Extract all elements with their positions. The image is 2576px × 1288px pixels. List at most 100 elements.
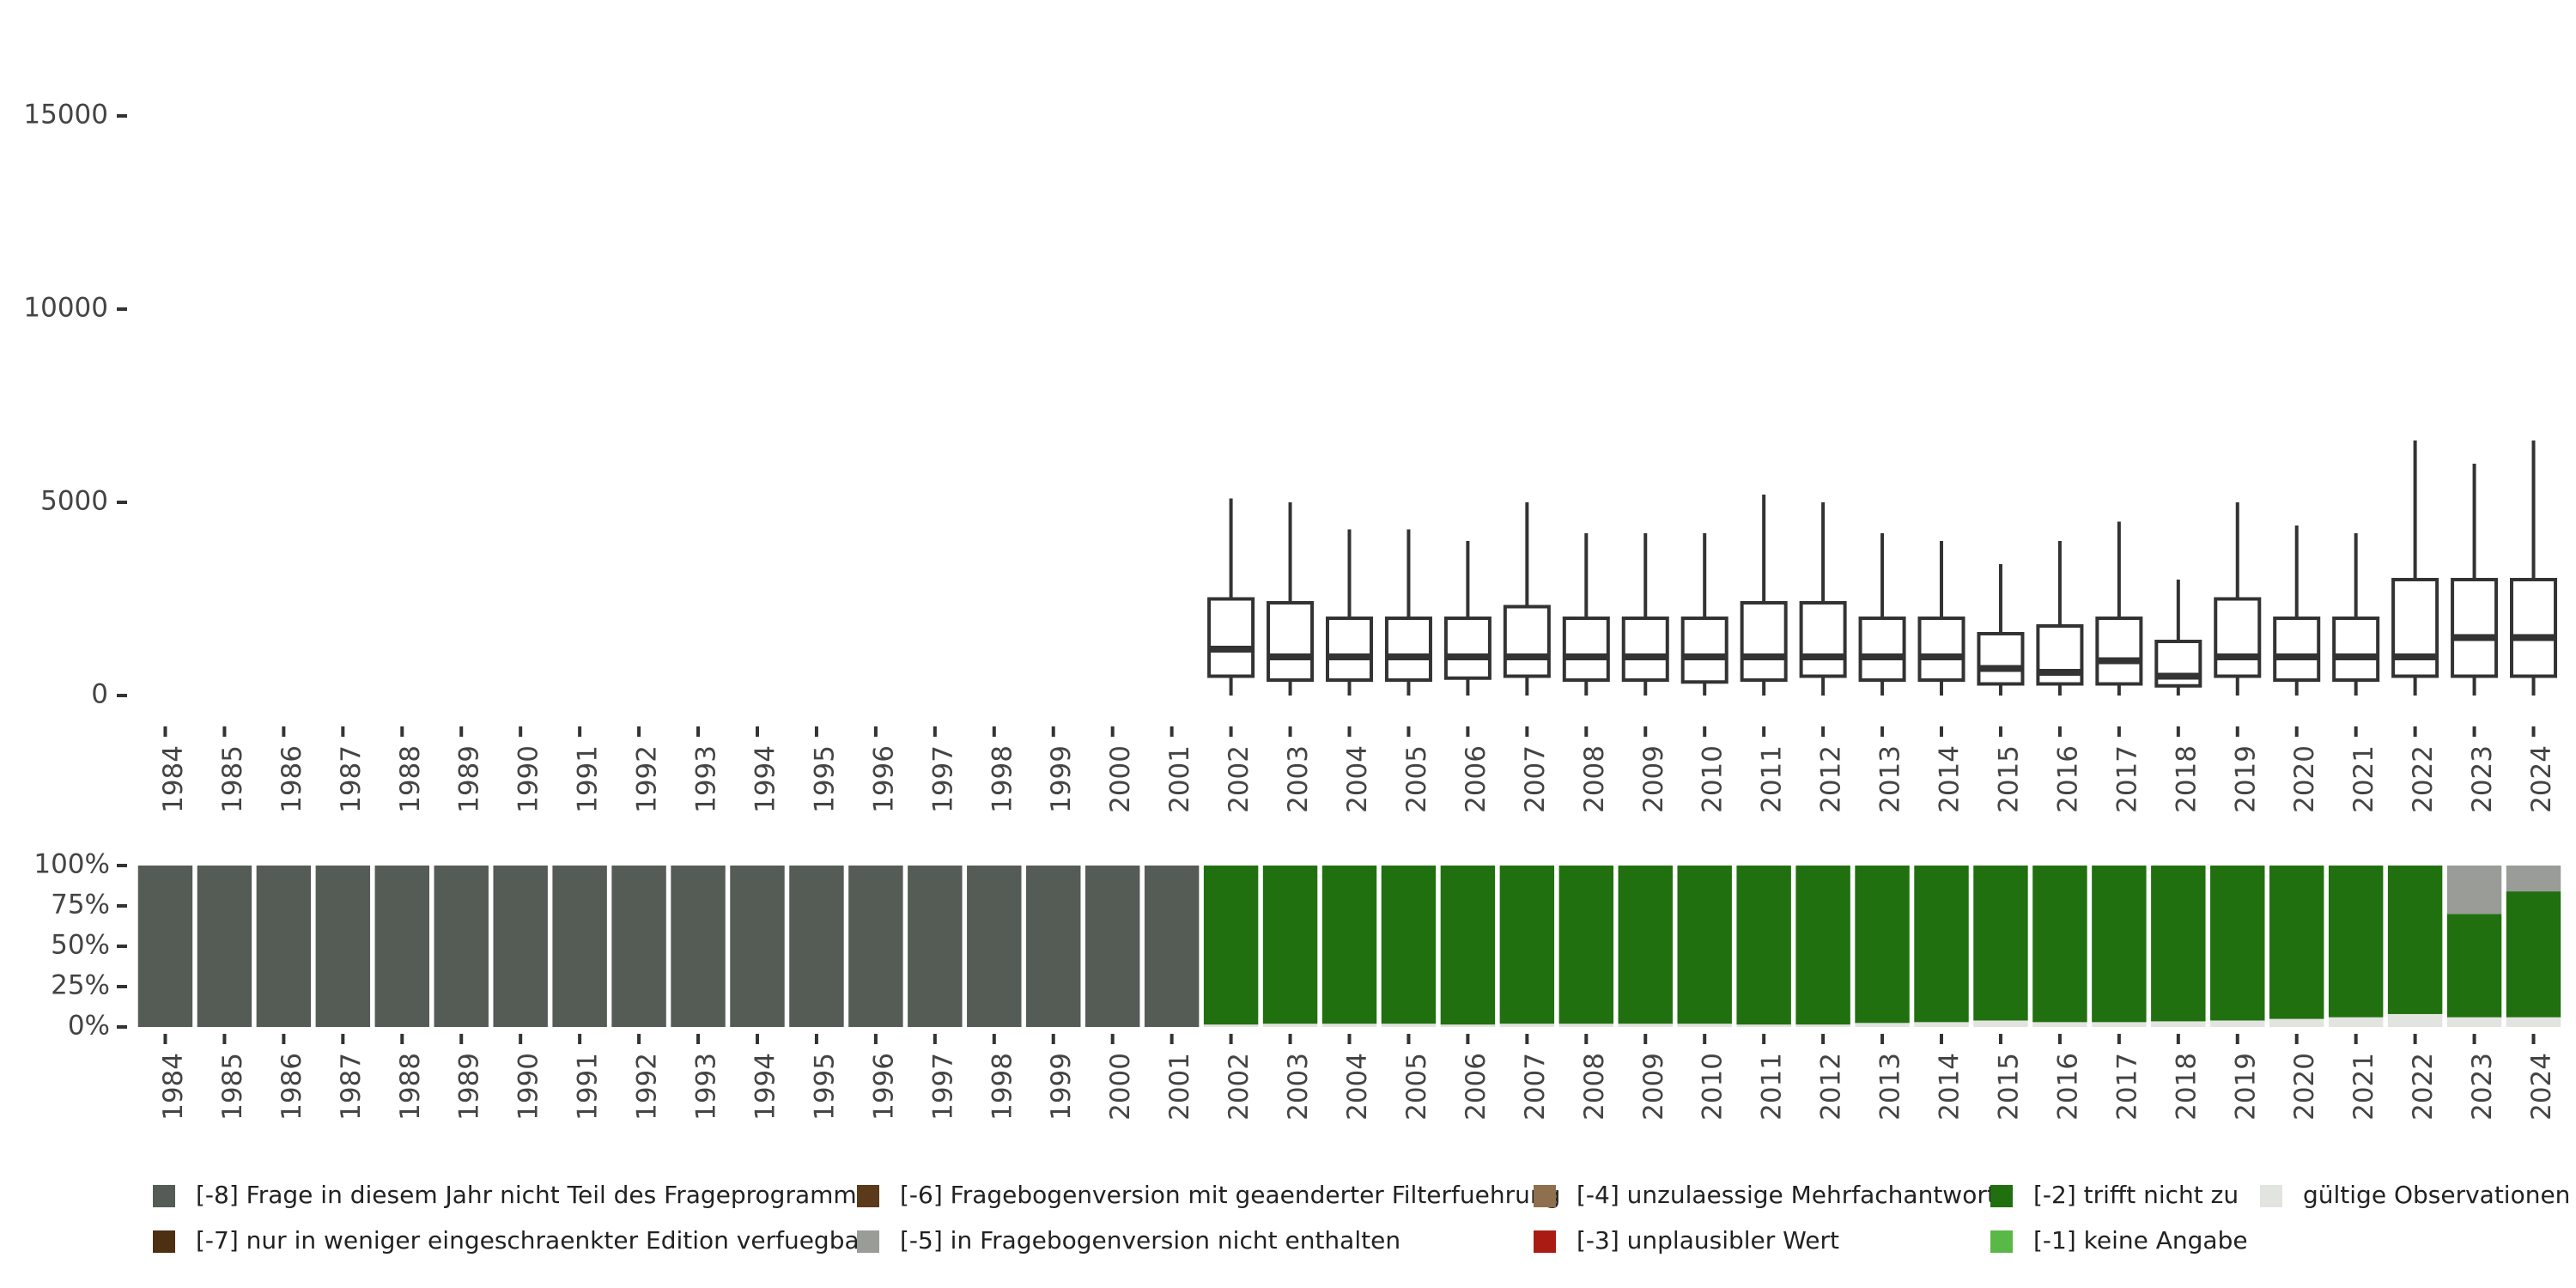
bar-segment bbox=[2446, 1017, 2502, 1027]
legend-swatch bbox=[153, 1185, 175, 1207]
bar-segment bbox=[374, 866, 429, 1027]
x-tick-label: 2013 bbox=[1875, 1053, 1906, 1121]
legend-swatch bbox=[857, 1230, 879, 1253]
bar-segment bbox=[2506, 1017, 2561, 1027]
x-tick-label: 2011 bbox=[1757, 1053, 1788, 1121]
x-tick-label: 1999 bbox=[1046, 1053, 1077, 1121]
bar-segment bbox=[2506, 891, 2561, 1018]
bar-segment bbox=[2387, 1013, 2443, 1027]
bar-segment bbox=[671, 866, 726, 1027]
x-tick-label: 2005 bbox=[1401, 745, 1432, 813]
bar-segment bbox=[2269, 1018, 2324, 1027]
legend: [-8] Frage in diesem Jahr nicht Teil des… bbox=[153, 1181, 2570, 1255]
y-tick-label: 75% bbox=[51, 890, 110, 920]
x-tick-label: 2023 bbox=[2467, 745, 2498, 813]
x-tick-label: 2003 bbox=[1283, 745, 1314, 813]
x-tick-label: 2008 bbox=[1579, 745, 1610, 813]
x-tick-label: 2018 bbox=[2171, 745, 2202, 813]
bar-segment bbox=[730, 866, 785, 1027]
x-tick-label: 2013 bbox=[1875, 745, 1906, 813]
x-tick-label: 1992 bbox=[632, 1053, 663, 1121]
box bbox=[1740, 601, 1788, 682]
bar-segment bbox=[1973, 866, 2028, 1021]
x-tick-label: 2019 bbox=[2230, 1053, 2261, 1121]
x-tick-label: 1995 bbox=[809, 745, 840, 813]
x-tick-label: 2022 bbox=[2408, 745, 2439, 813]
bar-segment bbox=[1677, 866, 1732, 1024]
y-tick-label: 50% bbox=[51, 930, 110, 961]
legend-swatch bbox=[1990, 1185, 2013, 1207]
x-tick-label: 2016 bbox=[2052, 1053, 2083, 1121]
x-tick-label: 2023 bbox=[2467, 1053, 2498, 1121]
bar-segment bbox=[2032, 866, 2087, 1023]
x-tick-label: 2024 bbox=[2526, 1053, 2557, 1121]
x-tick-label: 2005 bbox=[1401, 1053, 1432, 1121]
box bbox=[1267, 601, 1315, 682]
bar-segment bbox=[1914, 866, 1969, 1023]
x-tick-label: 1991 bbox=[573, 745, 604, 813]
x-tick-label: 2016 bbox=[2052, 745, 2083, 813]
box bbox=[1917, 617, 1965, 682]
x-tick-label: 1984 bbox=[158, 745, 189, 813]
legend-label: [-1] keine Angabe bbox=[2033, 1226, 2248, 1255]
bar-segment bbox=[552, 866, 607, 1027]
bar-segment bbox=[2269, 866, 2324, 1019]
x-tick-label: 2017 bbox=[2111, 745, 2142, 813]
x-tick-label: 1990 bbox=[513, 1053, 544, 1121]
x-tick-label: 2018 bbox=[2171, 1053, 2202, 1121]
x-tick-label: 2021 bbox=[2348, 1053, 2379, 1121]
x-tick-label: 2015 bbox=[1993, 745, 2024, 813]
x-tick-label: 1989 bbox=[454, 745, 485, 813]
x-tick-label: 2012 bbox=[1816, 745, 1847, 813]
x-tick-label: 2015 bbox=[1993, 1053, 2024, 1121]
bar-segment bbox=[1558, 1024, 1614, 1027]
box bbox=[2391, 578, 2439, 678]
bar-segment bbox=[1558, 866, 1614, 1024]
box bbox=[1977, 632, 2025, 686]
bar-segment bbox=[1855, 866, 1910, 1024]
x-tick-label: 2010 bbox=[1698, 1053, 1728, 1121]
bar-segment bbox=[1855, 1023, 1910, 1027]
x-tick-label: 1990 bbox=[513, 745, 544, 813]
x-tick-label: 1994 bbox=[750, 1053, 781, 1121]
bar-segment bbox=[1914, 1022, 1969, 1027]
x-tick-label: 2009 bbox=[1638, 745, 1669, 813]
x-tick-label: 2002 bbox=[1224, 1053, 1255, 1121]
legend-swatch bbox=[857, 1185, 879, 1207]
x-tick-label: 1985 bbox=[217, 1053, 248, 1121]
x-tick-label: 2010 bbox=[1698, 745, 1728, 813]
box bbox=[1799, 601, 1847, 678]
bar-segment bbox=[1618, 866, 1673, 1024]
y-tick-label: 0% bbox=[68, 1011, 110, 1042]
box bbox=[2095, 617, 2143, 686]
legend-label: gültige Observationen bbox=[2303, 1181, 2570, 1209]
x-tick-label: 2012 bbox=[1816, 1053, 1847, 1121]
bar-segment bbox=[1618, 1024, 1673, 1027]
x-tick-label: 2009 bbox=[1638, 1053, 1669, 1121]
x-tick-label: 1989 bbox=[454, 1053, 485, 1121]
legend-swatch bbox=[153, 1230, 175, 1253]
box bbox=[2510, 578, 2558, 678]
box bbox=[2451, 578, 2499, 678]
bar-segment bbox=[1499, 1024, 1555, 1027]
legend-swatch bbox=[1534, 1230, 1556, 1253]
bar-segment bbox=[2151, 866, 2206, 1022]
x-tick-label: 2014 bbox=[1935, 745, 1965, 813]
bar-segment bbox=[848, 866, 903, 1027]
legend-label: [-6] Fragebogenversion mit geaenderter F… bbox=[900, 1181, 1560, 1209]
box bbox=[2273, 617, 2321, 682]
y-tick-label: 0 bbox=[91, 679, 108, 710]
x-tick-label: 1998 bbox=[987, 1053, 1018, 1121]
bar-segment bbox=[1677, 1024, 1732, 1027]
bar-segment bbox=[1736, 866, 1791, 1025]
stacked-bar-panel: 0% 25% 50% 75% 100% 1984 1985 1986 1987 1988 1989 1… bbox=[33, 849, 2561, 1121]
bar-segment bbox=[256, 866, 312, 1027]
x-tick-label: 2007 bbox=[1520, 1053, 1551, 1121]
bar-segment bbox=[493, 866, 548, 1027]
box bbox=[2214, 597, 2262, 678]
x-tick-label: 2007 bbox=[1520, 745, 1551, 813]
bar-segment bbox=[1381, 1024, 1437, 1027]
bar-segment bbox=[2092, 866, 2147, 1023]
x-tick-label: 1987 bbox=[336, 1053, 367, 1121]
